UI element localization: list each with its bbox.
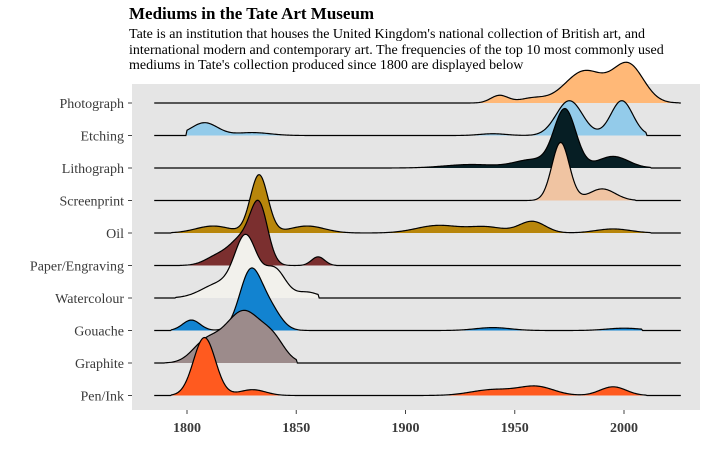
x-label-2000: 2000 bbox=[610, 421, 638, 436]
chart-subtitle: Tate is an institution that houses the U… bbox=[129, 27, 664, 73]
y-label-screenprint: Screenprint bbox=[59, 195, 124, 210]
ridge-line-watercolour bbox=[154, 233, 681, 299]
y-label-oil: Oil bbox=[106, 227, 124, 242]
y-axis-labels: Photograph Etching Lithograph Screenprint Oi… bbox=[30, 97, 132, 405]
x-axis: 1800 1850 1900 1950 2000 bbox=[173, 410, 638, 436]
y-label-photograph: Photograph bbox=[59, 97, 124, 112]
ridge-line-paper-engraving bbox=[154, 199, 681, 267]
ridge-area-watercolour bbox=[176, 234, 319, 298]
ridge-area-paper-engraving bbox=[180, 200, 336, 266]
x-label-1950: 1950 bbox=[501, 421, 529, 436]
ridge-area-gouache bbox=[171, 268, 642, 331]
y-label-watercolour: Watercolour bbox=[55, 292, 124, 307]
ridge-line-lithograph bbox=[154, 107, 681, 169]
x-label-1900: 1900 bbox=[392, 421, 420, 436]
ridge-line-pen-ink bbox=[154, 336, 681, 397]
y-label-graphite: Graphite bbox=[75, 357, 124, 372]
ridge-line-photograph bbox=[154, 61, 681, 104]
ridges bbox=[154, 61, 681, 397]
y-label-gouache: Gouache bbox=[74, 325, 124, 340]
ridge-area-screenprint bbox=[525, 142, 635, 201]
ridge-area-photograph bbox=[449, 62, 679, 103]
x-label-1850: 1850 bbox=[282, 421, 310, 436]
y-label-etching: Etching bbox=[80, 130, 124, 145]
ridge-area-oil bbox=[171, 174, 651, 233]
ridge-line-screenprint bbox=[154, 141, 681, 202]
ridge-line-gouache bbox=[154, 267, 681, 332]
ridge-line-oil bbox=[154, 173, 681, 234]
x-label-1800: 1800 bbox=[173, 421, 201, 436]
ridge-area-lithograph bbox=[180, 108, 651, 168]
ridge-area-pen-ink bbox=[171, 337, 646, 396]
chart-title: Mediums in the Tate Art Museum bbox=[129, 4, 375, 23]
y-label-pen-ink: Pen/Ink bbox=[80, 390, 124, 405]
y-label-paper-engraving: Paper/Engraving bbox=[30, 260, 124, 275]
ridge-line-etching bbox=[154, 100, 681, 137]
y-label-lithograph: Lithograph bbox=[62, 162, 124, 177]
ridge-line-graphite bbox=[154, 309, 681, 364]
